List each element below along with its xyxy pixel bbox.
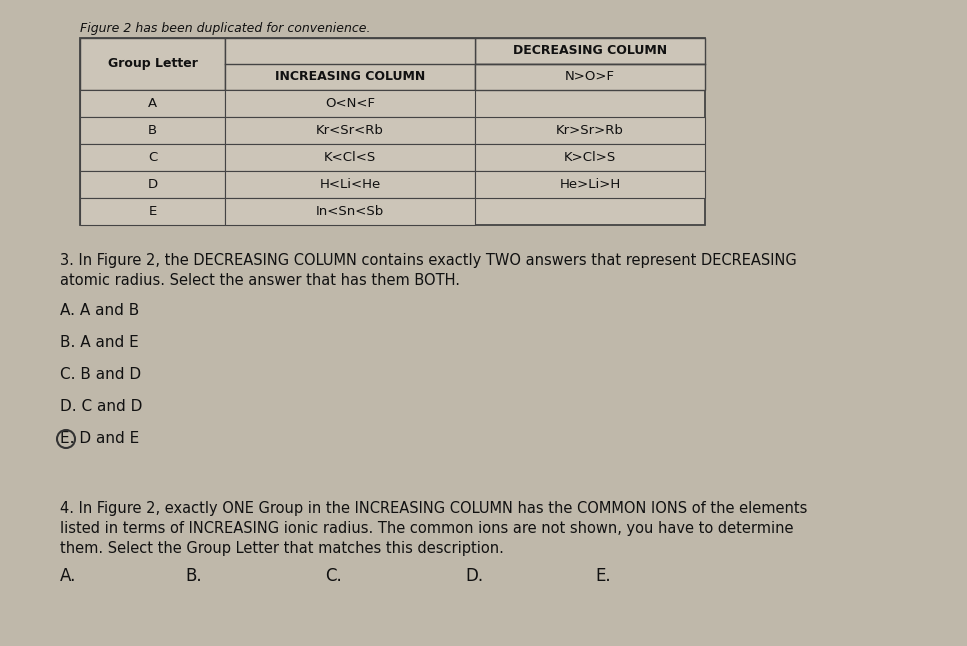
Bar bbox=[225, 90, 475, 117]
Text: C: C bbox=[148, 151, 157, 164]
Text: A.: A. bbox=[60, 567, 76, 585]
Bar bbox=[225, 38, 475, 90]
Text: DECREASING COLUMN: DECREASING COLUMN bbox=[513, 45, 667, 57]
Bar bbox=[225, 117, 475, 144]
Text: B. A and E: B. A and E bbox=[60, 335, 138, 350]
Bar bbox=[475, 117, 705, 144]
Bar bbox=[225, 198, 475, 225]
Bar bbox=[475, 144, 705, 171]
Bar bbox=[80, 171, 225, 198]
Bar bbox=[80, 38, 225, 90]
Text: E.: E. bbox=[595, 567, 610, 585]
Text: B.: B. bbox=[185, 567, 202, 585]
Text: N>O>F: N>O>F bbox=[565, 70, 615, 83]
Text: Kr>Sr>Rb: Kr>Sr>Rb bbox=[556, 124, 624, 137]
Text: 4. In Figure 2, exactly ONE Group in the INCREASING COLUMN has the COMMON IONS o: 4. In Figure 2, exactly ONE Group in the… bbox=[60, 501, 807, 516]
Text: listed in terms of INCREASING ionic radius. The common ions are not shown, you h: listed in terms of INCREASING ionic radi… bbox=[60, 521, 794, 536]
Text: H<Li<He: H<Li<He bbox=[319, 178, 381, 191]
Text: them. Select the Group Letter that matches this description.: them. Select the Group Letter that match… bbox=[60, 541, 504, 556]
Text: D. C and D: D. C and D bbox=[60, 399, 142, 414]
Text: E. D and E: E. D and E bbox=[60, 431, 139, 446]
Text: D.: D. bbox=[465, 567, 484, 585]
Text: C. B and D: C. B and D bbox=[60, 367, 141, 382]
Bar bbox=[475, 171, 705, 198]
Text: C.: C. bbox=[325, 567, 341, 585]
Text: D: D bbox=[147, 178, 158, 191]
Text: O<N<F: O<N<F bbox=[325, 97, 375, 110]
Bar bbox=[225, 144, 475, 171]
Text: A. A and B: A. A and B bbox=[60, 303, 139, 318]
Bar bbox=[80, 144, 225, 171]
Bar bbox=[80, 90, 225, 117]
Bar bbox=[80, 198, 225, 225]
Bar bbox=[80, 38, 705, 225]
Text: A: A bbox=[148, 97, 157, 110]
Text: B: B bbox=[148, 124, 157, 137]
Text: In<Sn<Sb: In<Sn<Sb bbox=[316, 205, 384, 218]
Text: Kr<Sr<Rb: Kr<Sr<Rb bbox=[316, 124, 384, 137]
Bar bbox=[80, 117, 225, 144]
Text: Figure 2 has been duplicated for convenience.: Figure 2 has been duplicated for conveni… bbox=[80, 22, 370, 35]
Text: Group Letter: Group Letter bbox=[107, 57, 197, 70]
Bar bbox=[475, 64, 705, 90]
Text: 3. In Figure 2, the DECREASING COLUMN contains exactly TWO answers that represen: 3. In Figure 2, the DECREASING COLUMN co… bbox=[60, 253, 797, 268]
Text: K>Cl>S: K>Cl>S bbox=[564, 151, 616, 164]
Text: atomic radius. Select the answer that has them BOTH.: atomic radius. Select the answer that ha… bbox=[60, 273, 460, 288]
Bar bbox=[475, 38, 705, 64]
Text: INCREASING COLUMN: INCREASING COLUMN bbox=[275, 70, 425, 83]
Text: E: E bbox=[148, 205, 157, 218]
Text: K<Cl<S: K<Cl<S bbox=[324, 151, 376, 164]
Bar bbox=[225, 171, 475, 198]
Text: He>Li>H: He>Li>H bbox=[559, 178, 621, 191]
